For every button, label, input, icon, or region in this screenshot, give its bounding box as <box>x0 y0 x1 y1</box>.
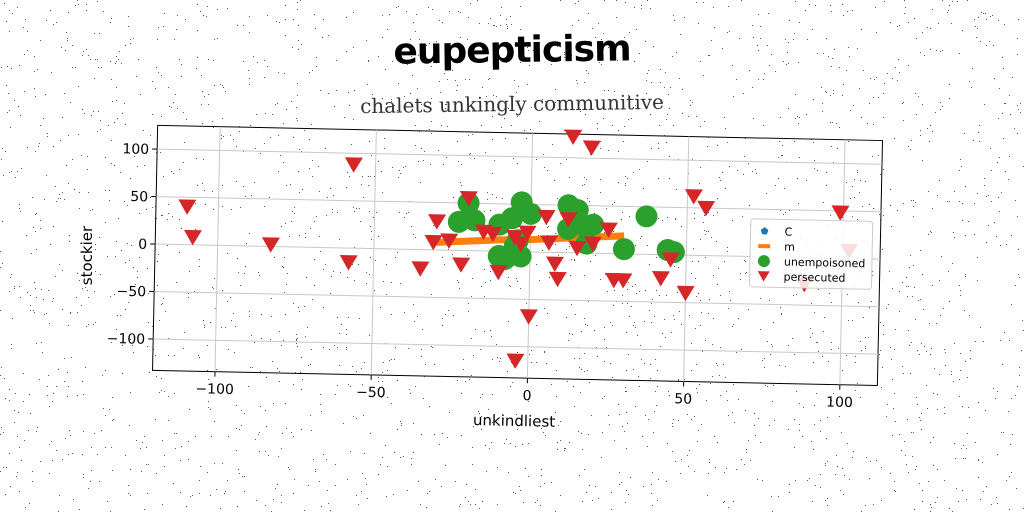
point-persecuted <box>424 234 443 251</box>
legend-marker-persecuted <box>757 271 770 282</box>
point-persecuted <box>459 190 478 207</box>
y-tick-label: −50 <box>116 284 146 301</box>
x-tick-label: −50 <box>356 385 386 402</box>
y-tick-label: 50 <box>130 189 148 205</box>
point-persecuted <box>512 236 531 253</box>
point-persecuted <box>519 309 538 325</box>
point-persecuted <box>183 229 202 246</box>
y-grid-line <box>153 338 879 355</box>
x-grid-line <box>683 136 690 382</box>
point-persecuted <box>568 240 587 257</box>
point-persecuted <box>684 189 703 205</box>
legend-label-unempoisoned: unempoisoned <box>784 256 866 271</box>
point-persecuted <box>676 285 695 302</box>
point-persecuted <box>411 261 430 277</box>
y-axis-label: stockier <box>78 225 96 285</box>
x-tick-label: −100 <box>195 381 234 398</box>
legend-marker-C <box>760 227 769 235</box>
point-persecuted <box>261 237 280 253</box>
point-unempoisoned <box>501 207 524 230</box>
point-persecuted <box>339 254 358 271</box>
x-grid-line <box>214 126 221 372</box>
legend-box <box>748 218 874 290</box>
point-persecuted <box>506 353 525 369</box>
x-tick-label: 100 <box>826 394 853 411</box>
point-unempoisoned <box>493 247 516 270</box>
plot-area <box>152 124 884 387</box>
y-tick-label: 100 <box>122 141 149 158</box>
x-tick-label: 50 <box>674 391 692 407</box>
point-unempoisoned <box>519 202 542 225</box>
point-persecuted <box>540 235 559 251</box>
legend-label-C: C <box>784 226 792 239</box>
y-tick-label: 0 <box>138 237 147 253</box>
point-persecuted <box>583 236 602 252</box>
point-persecuted <box>518 225 537 241</box>
point-persecuted <box>545 256 564 272</box>
point-persecuted <box>178 199 197 215</box>
data-marks <box>178 129 859 369</box>
point-persecuted <box>697 200 716 217</box>
point-persecuted <box>661 252 680 268</box>
point-persecuted <box>582 140 601 156</box>
point-persecuted <box>428 214 447 230</box>
y-tick-label: −100 <box>107 331 146 348</box>
point-persecuted <box>440 233 459 249</box>
point-persecuted <box>599 222 618 238</box>
point-persecuted <box>614 273 633 289</box>
axis-ticks: −100 −50 0 50 100 −100 −50 0 50 100 <box>107 141 853 411</box>
point-unempoisoned <box>582 213 605 236</box>
x-axis-label: unkindliest <box>473 411 556 431</box>
legend-marker-unempoisoned <box>757 255 770 268</box>
point-unempoisoned <box>635 205 658 228</box>
legend-label-m: m <box>784 241 795 254</box>
point-unempoisoned <box>557 217 580 240</box>
point-persecuted <box>831 205 850 221</box>
x-tick-label: 0 <box>522 388 531 404</box>
x-grid-line <box>370 129 377 375</box>
point-persecuted <box>489 264 508 281</box>
legend-label-persecuted: persecuted <box>783 271 845 285</box>
y-grid-line <box>154 291 880 308</box>
point-persecuted <box>548 271 567 288</box>
y-grid-line <box>157 148 883 165</box>
point-persecuted <box>564 129 583 146</box>
point-persecuted <box>452 257 471 273</box>
point-unempoisoned <box>612 238 635 261</box>
point-persecuted <box>537 209 556 226</box>
point-persecuted <box>559 212 578 228</box>
point-persecuted <box>484 226 503 243</box>
point-persecuted <box>344 157 363 173</box>
point-persecuted <box>651 271 670 287</box>
